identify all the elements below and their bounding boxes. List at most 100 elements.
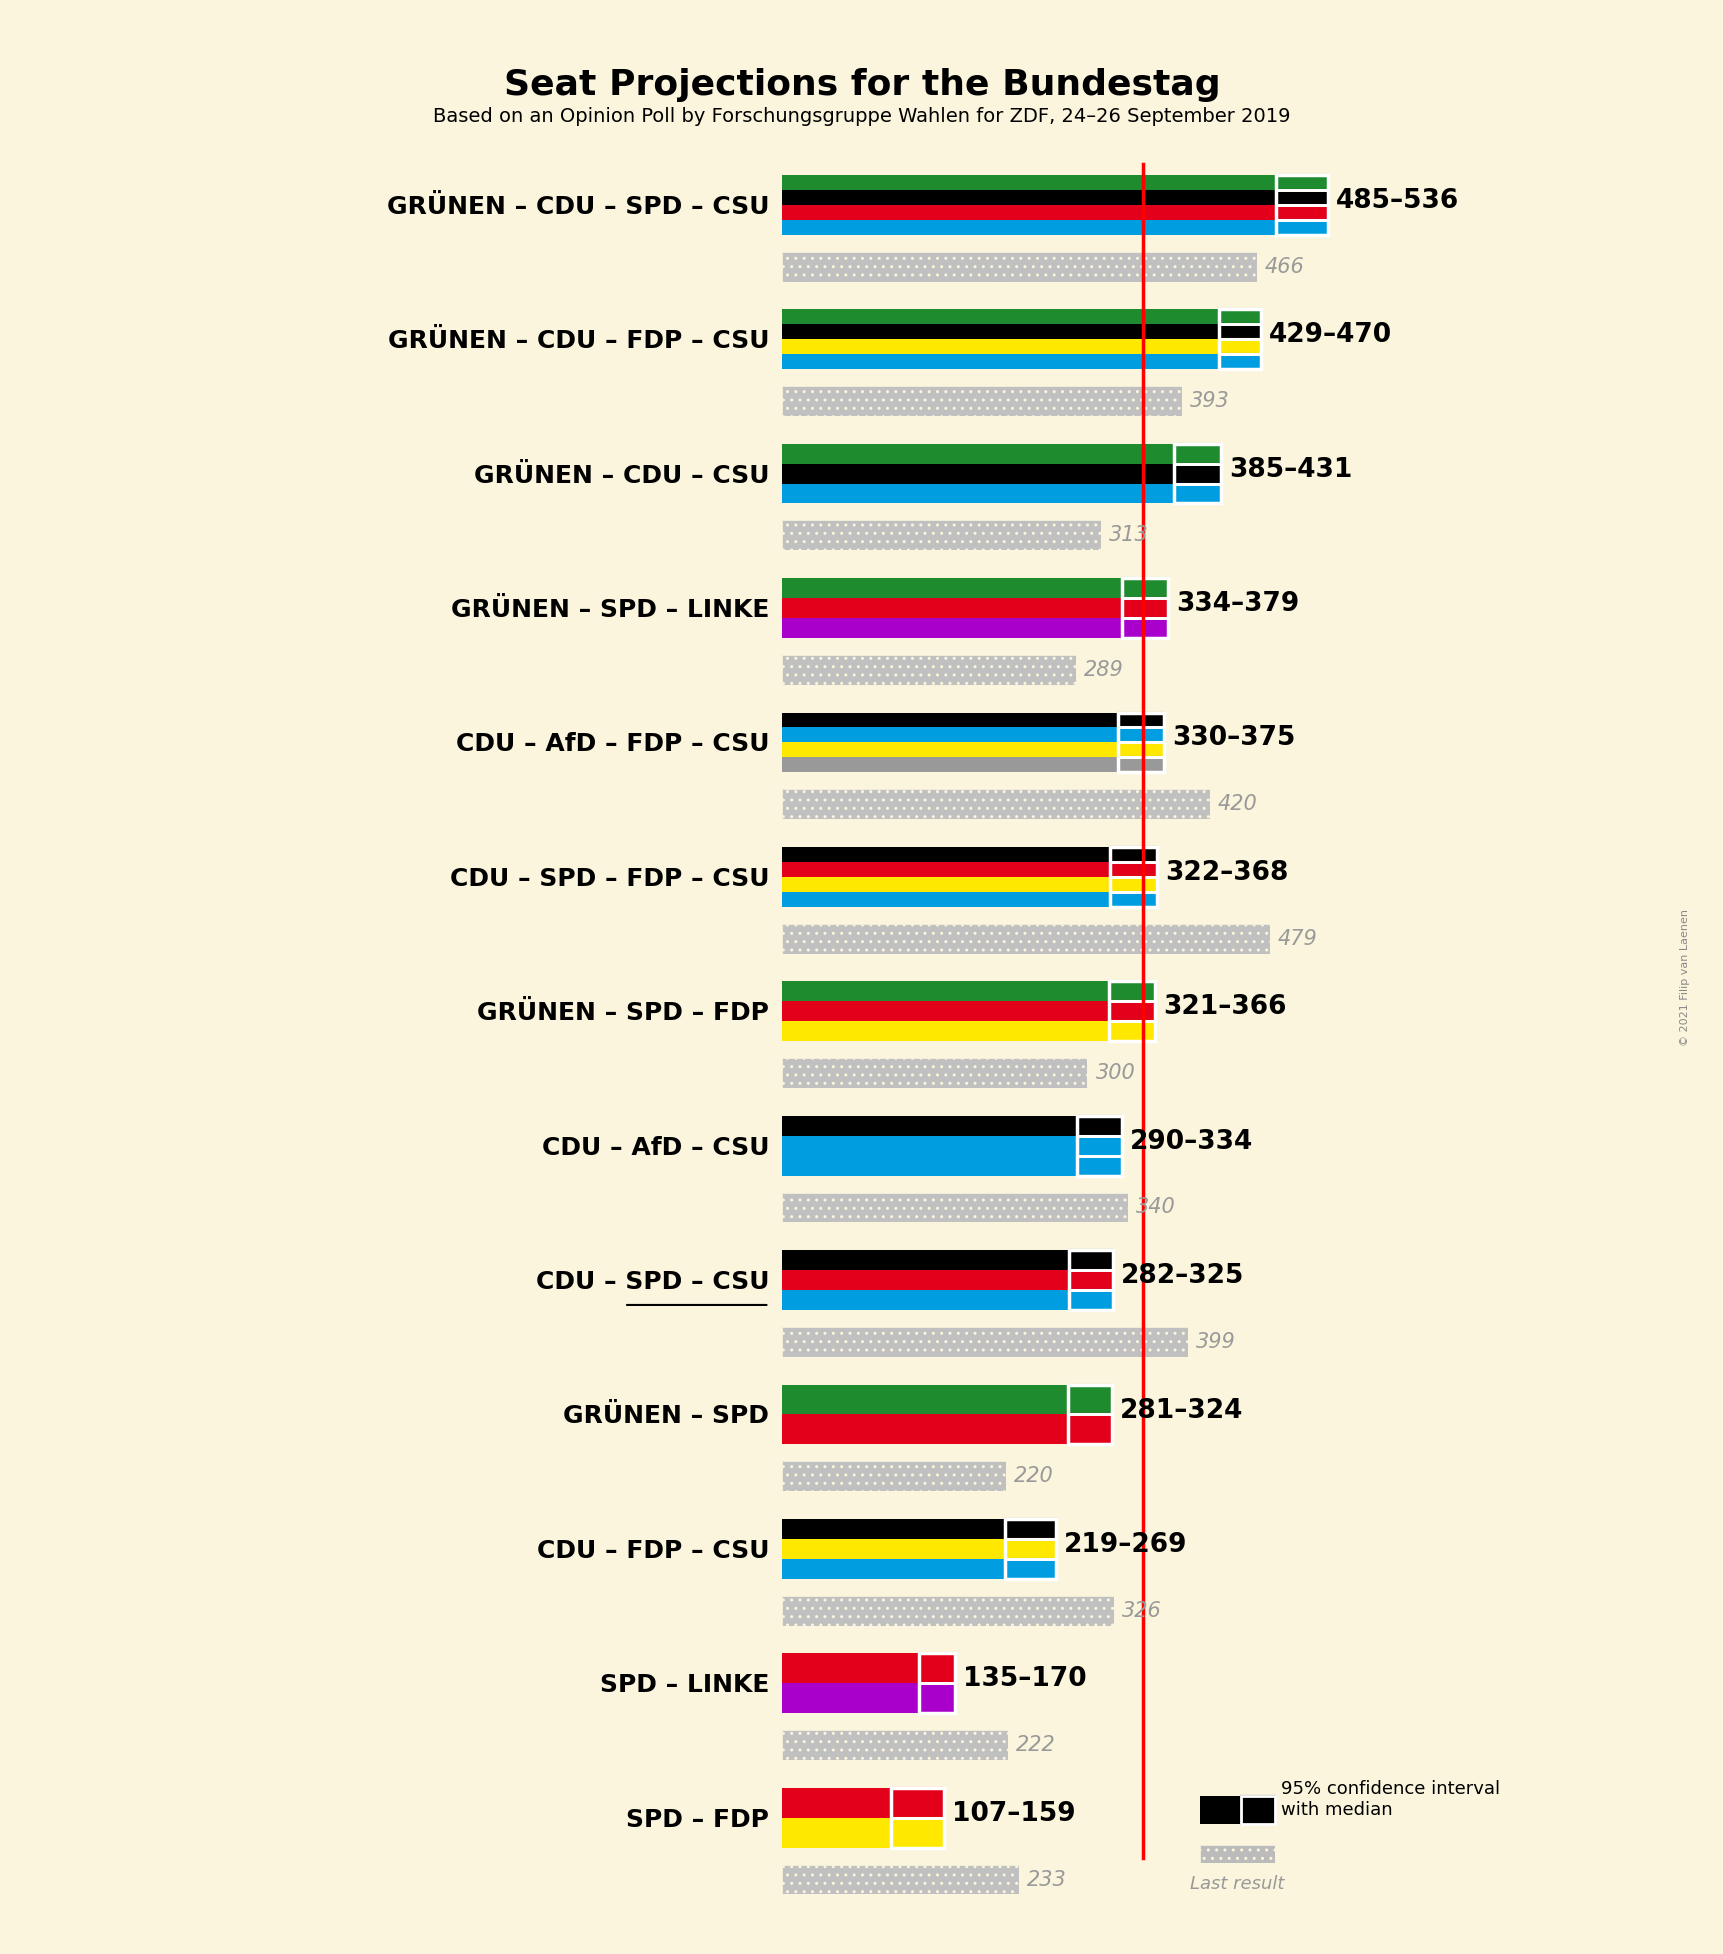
- Bar: [918, 1653, 955, 1682]
- Bar: [1173, 444, 1220, 463]
- Bar: [918, 1682, 955, 1714]
- Text: CDU – SPD – FDP – CSU: CDU – SPD – FDP – CSU: [450, 868, 768, 891]
- Bar: [1068, 1251, 1113, 1270]
- Bar: [1108, 1000, 1154, 1022]
- Bar: [1173, 463, 1220, 483]
- Bar: [1077, 1155, 1122, 1176]
- Bar: [781, 655, 1075, 684]
- Bar: [891, 1817, 942, 1848]
- Bar: [781, 1116, 1077, 1135]
- Bar: [781, 1559, 1005, 1579]
- Bar: [1117, 758, 1163, 772]
- Bar: [891, 1788, 942, 1817]
- Text: CDU – FDP – CSU: CDU – FDP – CSU: [536, 1540, 768, 1563]
- Text: © 2021 Filip van Laenen: © 2021 Filip van Laenen: [1678, 909, 1689, 1045]
- Bar: [1199, 1796, 1241, 1823]
- Bar: [1275, 219, 1327, 234]
- Text: 135–170: 135–170: [963, 1667, 1085, 1692]
- Bar: [1005, 1559, 1054, 1579]
- Bar: [1218, 354, 1260, 369]
- Bar: [1110, 846, 1156, 862]
- Bar: [1108, 1000, 1154, 1022]
- Text: 429–470: 429–470: [1268, 322, 1390, 348]
- Bar: [1173, 444, 1220, 463]
- Bar: [781, 1135, 1077, 1155]
- Bar: [1068, 1251, 1113, 1270]
- Text: 326: 326: [1122, 1600, 1161, 1620]
- Bar: [1173, 444, 1220, 504]
- Text: 281–324: 281–324: [1120, 1397, 1242, 1424]
- Bar: [1005, 1518, 1054, 1579]
- Bar: [1108, 981, 1154, 1000]
- Bar: [781, 924, 1270, 954]
- Bar: [781, 789, 1210, 819]
- Bar: [781, 655, 1075, 684]
- Bar: [1122, 598, 1166, 617]
- Bar: [1110, 846, 1156, 862]
- Text: 385–431: 385–431: [1228, 457, 1351, 483]
- Bar: [1067, 1385, 1111, 1444]
- Bar: [781, 1864, 1018, 1895]
- Bar: [781, 174, 1275, 190]
- Bar: [1067, 1415, 1111, 1444]
- Bar: [781, 727, 1117, 743]
- Bar: [1173, 483, 1220, 504]
- Bar: [781, 1059, 1087, 1088]
- Bar: [1067, 1385, 1111, 1415]
- Bar: [891, 1788, 942, 1817]
- Bar: [1005, 1540, 1054, 1559]
- Text: 485–536: 485–536: [1335, 188, 1458, 213]
- Bar: [1218, 309, 1260, 324]
- Bar: [781, 758, 1117, 772]
- Bar: [781, 1192, 1127, 1223]
- Bar: [1275, 205, 1327, 219]
- Bar: [1108, 981, 1154, 1041]
- Bar: [1218, 340, 1260, 354]
- Bar: [1275, 174, 1327, 190]
- Bar: [1110, 862, 1156, 877]
- Bar: [781, 387, 1182, 416]
- Bar: [781, 578, 1122, 598]
- Bar: [1117, 713, 1163, 772]
- Bar: [918, 1682, 955, 1714]
- Text: 290–334: 290–334: [1130, 1129, 1253, 1155]
- Bar: [1218, 309, 1260, 324]
- Bar: [1077, 1135, 1122, 1155]
- Bar: [918, 1653, 955, 1682]
- Bar: [781, 463, 1173, 483]
- Bar: [1117, 743, 1163, 758]
- Text: 321–366: 321–366: [1161, 995, 1285, 1020]
- Bar: [781, 1415, 1067, 1444]
- Bar: [1275, 190, 1327, 205]
- Text: 399: 399: [1196, 1333, 1235, 1352]
- Bar: [781, 1596, 1113, 1626]
- Bar: [781, 924, 1270, 954]
- Text: 222: 222: [1015, 1735, 1054, 1755]
- Bar: [1110, 862, 1156, 877]
- Bar: [1275, 174, 1327, 190]
- Bar: [1077, 1116, 1122, 1135]
- Bar: [781, 387, 1182, 416]
- Bar: [1275, 219, 1327, 234]
- Text: 330–375: 330–375: [1172, 725, 1294, 752]
- Bar: [781, 1327, 1187, 1356]
- Bar: [1068, 1270, 1113, 1290]
- Bar: [781, 1462, 1005, 1491]
- Bar: [1005, 1518, 1054, 1540]
- Bar: [781, 1290, 1068, 1309]
- Bar: [1108, 1000, 1154, 1022]
- Bar: [781, 1000, 1108, 1022]
- Bar: [1110, 862, 1156, 877]
- Bar: [1067, 1415, 1111, 1444]
- Text: 95% confidence interval
with median: 95% confidence interval with median: [1280, 1780, 1499, 1819]
- Bar: [1067, 1385, 1111, 1415]
- Bar: [1005, 1559, 1054, 1579]
- Bar: [781, 520, 1099, 551]
- Bar: [1122, 578, 1166, 598]
- Bar: [918, 1653, 955, 1682]
- Bar: [1108, 1022, 1154, 1041]
- Bar: [781, 252, 1256, 281]
- Bar: [1218, 324, 1260, 340]
- Text: 313: 313: [1108, 526, 1148, 545]
- Bar: [781, 219, 1275, 234]
